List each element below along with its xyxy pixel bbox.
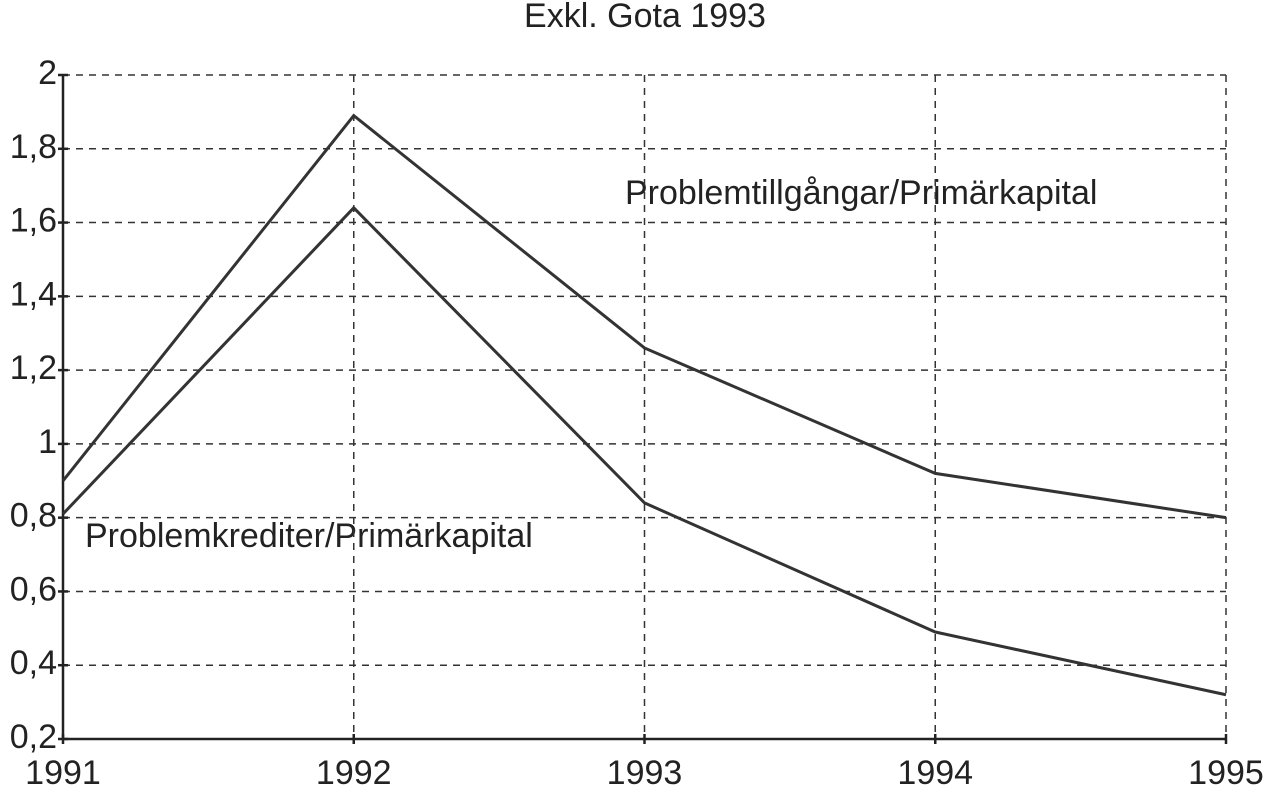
x-tick-label: 1991 (25, 754, 101, 792)
series-line (61, 113, 1227, 520)
x-tick-label: 1995 (1188, 754, 1264, 792)
y-tick-label: 1,2 (10, 349, 57, 387)
y-tick-label: 1 (38, 423, 57, 461)
y-tick-label: 0,2 (10, 718, 57, 756)
y-tick-label: 0,4 (10, 644, 57, 682)
y-tick-label: 1,4 (10, 275, 57, 313)
y-tick-label: 2 (38, 54, 57, 92)
x-tick-label: 1992 (316, 754, 392, 792)
x-tick-label: 1994 (897, 754, 973, 792)
y-tick-label: 1,6 (10, 202, 57, 240)
y-tick-label: 0,6 (10, 570, 57, 608)
y-tick-label: 1,8 (10, 128, 57, 166)
series-line (61, 205, 1227, 697)
series-label: Problemtillgångar/Primärkapital (625, 174, 1097, 212)
x-tick-label: 1993 (607, 754, 683, 792)
series-label: Problemkrediter/Primärkapital (85, 517, 533, 555)
y-tick-label: 0,8 (10, 497, 57, 535)
chart-title: Exkl. Gota 1993 (524, 0, 766, 35)
